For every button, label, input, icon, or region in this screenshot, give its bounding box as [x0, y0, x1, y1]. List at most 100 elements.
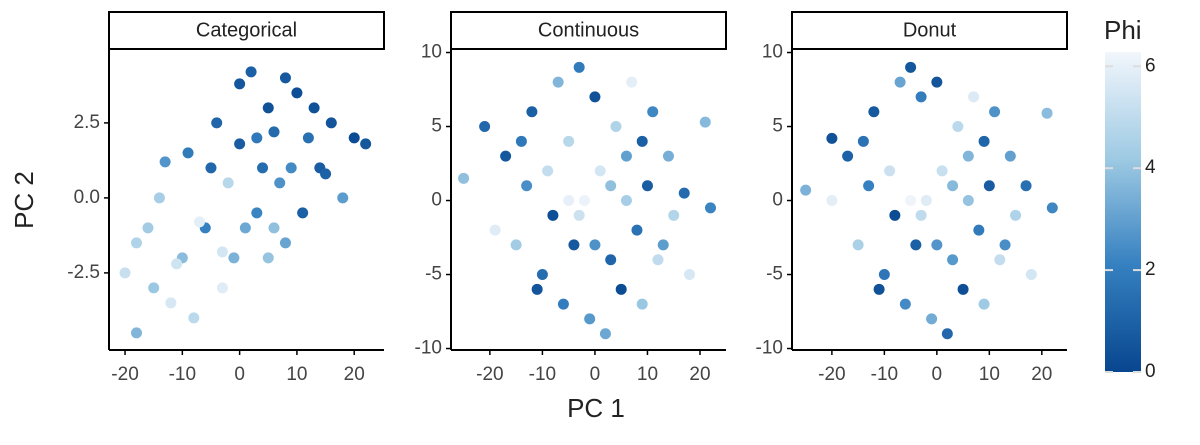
point: [683, 269, 695, 281]
panel-title: Donut: [903, 19, 957, 41]
point: [615, 283, 627, 295]
point: [800, 184, 812, 196]
point: [552, 76, 564, 88]
colorbar-tick-label: 0: [1145, 361, 1156, 382]
point: [668, 209, 680, 221]
point: [274, 177, 286, 189]
point: [171, 258, 183, 270]
point: [941, 328, 953, 340]
point: [842, 150, 854, 162]
point: [194, 216, 206, 228]
point: [910, 239, 922, 251]
point: [348, 132, 360, 144]
point: [1041, 107, 1053, 119]
y-tick-label: 0.0: [74, 187, 100, 208]
x-tick-label: 0: [234, 364, 245, 385]
point: [563, 195, 575, 207]
point: [325, 117, 337, 129]
point: [320, 168, 332, 180]
point: [526, 106, 538, 118]
x-tick-label: 0: [590, 364, 601, 385]
x-tick-label: 20: [1031, 364, 1052, 385]
colorbar-tick-label: 6: [1145, 55, 1156, 76]
x-tick-label: 20: [344, 364, 365, 385]
point: [239, 222, 251, 234]
point: [268, 126, 280, 138]
point: [1025, 269, 1037, 281]
point: [826, 195, 838, 207]
strip: [450, 11, 727, 50]
point: [915, 91, 927, 103]
y-tick-label: 5: [772, 116, 783, 137]
y-tick-label: 0: [431, 190, 442, 211]
point: [605, 254, 617, 266]
point: [631, 224, 643, 236]
point: [605, 180, 617, 192]
point: [878, 269, 890, 281]
point: [153, 192, 165, 204]
point: [1046, 202, 1058, 214]
point: [968, 91, 980, 103]
point: [547, 209, 559, 221]
point: [165, 297, 177, 309]
point: [610, 121, 622, 133]
point: [962, 195, 974, 207]
point: [568, 239, 580, 251]
point: [962, 150, 974, 162]
y-tick-label: -5: [766, 264, 783, 285]
point: [262, 102, 274, 114]
point: [148, 282, 160, 294]
point: [458, 172, 470, 184]
point: [636, 298, 648, 310]
point: [952, 121, 964, 133]
point: [216, 282, 228, 294]
point: [931, 76, 943, 88]
point: [889, 209, 901, 221]
point: [589, 91, 601, 103]
point: [360, 138, 372, 150]
point: [973, 224, 985, 236]
x-tick-label: 10: [286, 364, 307, 385]
strip: [108, 11, 385, 50]
point: [563, 135, 575, 147]
point: [337, 192, 349, 204]
point: [641, 180, 653, 192]
point: [119, 267, 131, 279]
point: [931, 239, 943, 251]
x-tick-label: -10: [871, 364, 898, 385]
point: [142, 222, 154, 234]
colorbar-tick-label: 2: [1145, 259, 1156, 280]
point: [978, 135, 990, 147]
point: [983, 180, 995, 192]
point: [251, 132, 263, 144]
point: [573, 209, 585, 221]
point: [647, 106, 659, 118]
point: [205, 162, 217, 174]
point: [279, 72, 291, 84]
point: [216, 246, 228, 258]
point: [957, 283, 969, 295]
point: [589, 239, 601, 251]
point: [626, 76, 638, 88]
point: [536, 269, 548, 281]
point: [894, 76, 906, 88]
point: [131, 237, 142, 249]
point: [868, 106, 880, 118]
point: [291, 87, 303, 99]
point: [159, 156, 171, 168]
x-axis-label: PC 1: [567, 393, 625, 423]
point: [531, 283, 543, 295]
point: [257, 162, 269, 174]
point: [251, 207, 263, 219]
point: [222, 177, 234, 189]
point: [705, 202, 717, 214]
point: [899, 298, 911, 310]
point: [268, 222, 280, 234]
point: [308, 102, 320, 114]
point: [994, 254, 1006, 266]
point: [302, 132, 314, 144]
x-tick-label: -20: [476, 364, 503, 385]
point: [234, 78, 246, 90]
point: [678, 187, 690, 199]
